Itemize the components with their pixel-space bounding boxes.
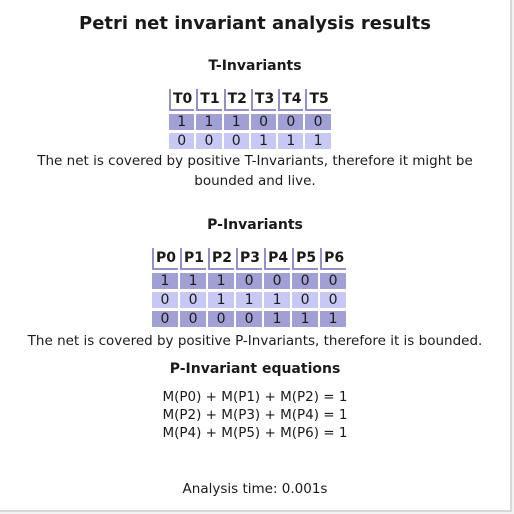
table-cell: 1	[223, 114, 249, 130]
column-header-t2: T2	[223, 89, 249, 111]
table-cell: 0	[278, 114, 304, 130]
table-cell: 0	[223, 133, 249, 149]
table-cell: 0	[320, 292, 347, 308]
column-header-t5: T5	[305, 89, 331, 111]
table-cell: 0	[180, 292, 207, 308]
equation: M(P4) + M(P5) + M(P6) = 1	[162, 425, 348, 441]
column-header-p5: P5	[292, 248, 319, 270]
table-cell: 0	[152, 311, 179, 327]
column-header-p1: P1	[180, 248, 207, 270]
column-header-t4: T4	[278, 89, 304, 111]
column-header-p0: P0	[152, 248, 179, 270]
table-row: 1 1 1 0 0 0 0	[152, 273, 347, 289]
table-cell: 0	[169, 133, 195, 149]
analysis-time: Analysis time: 0.001s	[182, 481, 328, 497]
table-cell: 0	[250, 114, 277, 130]
equations-list: M(P0) + M(P1) + M(P2) = 1 M(P2) + M(P3) …	[0, 388, 510, 442]
table-cell: 1	[180, 273, 207, 289]
table-cell: 0	[264, 273, 291, 289]
column-header-p2: P2	[208, 248, 235, 270]
table-row: 0 0 0 1 1 1	[169, 133, 331, 149]
page-title: Petri net invariant analysis results	[79, 13, 431, 34]
table-cell: 1	[278, 133, 304, 149]
table-cell: 1	[264, 311, 291, 327]
equation: M(P0) + M(P1) + M(P2) = 1	[162, 389, 348, 405]
t-invariants-message-line1: The net is covered by positive T-Invaria…	[37, 153, 473, 169]
column-header-t0: T0	[169, 89, 195, 111]
table-cell: 0	[208, 311, 235, 327]
table-cell: 1	[208, 273, 235, 289]
t-invariants-heading: T-Invariants	[208, 58, 302, 74]
table-cell: 1	[305, 133, 331, 149]
t-invariants-header-row: T0 T1 T2 T3 T4 T5	[169, 89, 331, 111]
table-cell: 0	[292, 292, 319, 308]
table-cell: 1	[264, 292, 291, 308]
p-invariants-table: P0 P1 P2 P3 P4 P5 P6 1 1 1 0 0 0 0 0 0 1…	[150, 245, 348, 330]
table-cell: 0	[236, 311, 263, 327]
table-cell: 0	[196, 133, 222, 149]
table-cell: 1	[169, 114, 195, 130]
table-cell: 0	[320, 273, 347, 289]
p-invariants-message: The net is covered by positive P-Invaria…	[27, 333, 483, 349]
p-invariants-header-row: P0 P1 P2 P3 P4 P5 P6	[152, 248, 347, 270]
column-header-t1: T1	[196, 89, 222, 111]
equation: M(P2) + M(P3) + M(P4) = 1	[162, 407, 348, 423]
table-cell: 1	[320, 311, 347, 327]
table-cell: 1	[152, 273, 179, 289]
equations-heading: P-Invariant equations	[169, 361, 341, 377]
table-cell: 0	[180, 311, 207, 327]
table-row: 1 1 1 0 0 0	[169, 114, 331, 130]
table-cell: 0	[152, 292, 179, 308]
table-cell: 1	[196, 114, 222, 130]
column-header-p4: P4	[264, 248, 291, 270]
p-invariants-heading: P-Invariants	[207, 217, 303, 233]
table-row: 0 0 1 1 1 0 0	[152, 292, 347, 308]
table-cell: 1	[208, 292, 235, 308]
column-header-t3: T3	[250, 89, 277, 111]
table-cell: 1	[236, 292, 263, 308]
column-header-p3: P3	[236, 248, 263, 270]
table-row: 0 0 0 0 1 1 1	[152, 311, 347, 327]
t-invariants-message-line2: bounded and live.	[194, 173, 316, 189]
column-header-p6: P6	[320, 248, 347, 270]
table-cell: 0	[305, 114, 331, 130]
table-cell: 1	[250, 133, 277, 149]
t-invariants-table: T0 T1 T2 T3 T4 T5 1 1 1 0 0 0 0 0 0 1 1 …	[167, 86, 333, 152]
table-cell: 0	[292, 273, 319, 289]
table-cell: 1	[292, 311, 319, 327]
table-cell: 0	[236, 273, 263, 289]
